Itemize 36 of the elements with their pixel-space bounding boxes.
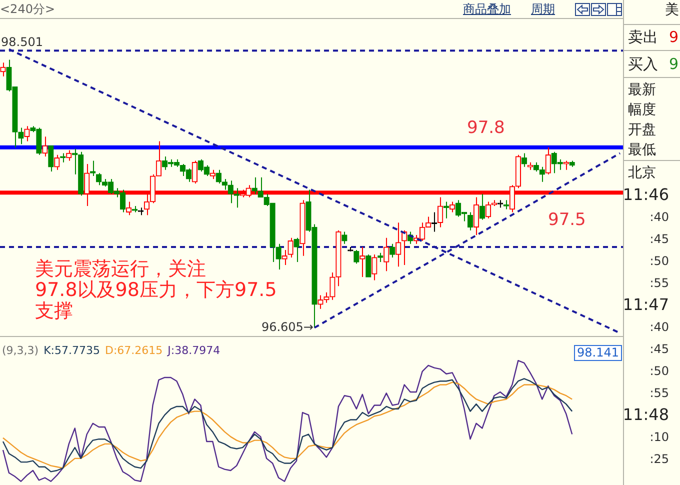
text: D:67.2615 xyxy=(104,344,163,357)
text: 9 xyxy=(669,27,679,48)
text: 商品叠加 xyxy=(463,2,511,16)
annotation: 97.8 xyxy=(467,118,505,138)
text: 最低 xyxy=(628,141,656,160)
annotation: 11:47 xyxy=(622,294,669,316)
text: 开盘 xyxy=(628,121,656,140)
text: 买入 xyxy=(628,54,658,75)
text: :10 xyxy=(650,429,669,446)
text: 最新 xyxy=(628,81,656,100)
text: 北京 xyxy=(628,164,656,183)
annotation: 美元震荡运行，关注 97.8以及98压力，下方97.5 支撑 xyxy=(35,258,277,322)
series-label: J:38.7974 xyxy=(166,344,220,357)
text: 美 xyxy=(665,1,679,20)
text: :55 xyxy=(650,385,669,402)
text: 98.501 xyxy=(1,35,43,50)
text: 周期 xyxy=(531,2,555,16)
text: 卖出 xyxy=(628,27,658,48)
annotation: 97.5 xyxy=(548,210,586,230)
text: :40 xyxy=(650,209,669,226)
text: :50 xyxy=(650,253,669,270)
text: 9 xyxy=(669,54,679,75)
text: <240分> xyxy=(0,2,56,16)
annotation: 11:48 xyxy=(622,404,669,426)
text: 幅度 xyxy=(628,101,656,120)
annotation: 11:46 xyxy=(622,184,669,206)
text: 98.141 xyxy=(577,346,620,360)
text: :45 xyxy=(650,341,669,358)
text: K:57.7735 xyxy=(44,344,100,357)
text: :40 xyxy=(650,319,669,336)
text: :55 xyxy=(650,275,669,292)
text: :50 xyxy=(650,363,669,380)
annotation: 96.605→ xyxy=(261,320,314,334)
text: :25 xyxy=(650,451,669,468)
text: :45 xyxy=(650,231,669,248)
chart-title: (9,3,3) xyxy=(2,344,39,357)
